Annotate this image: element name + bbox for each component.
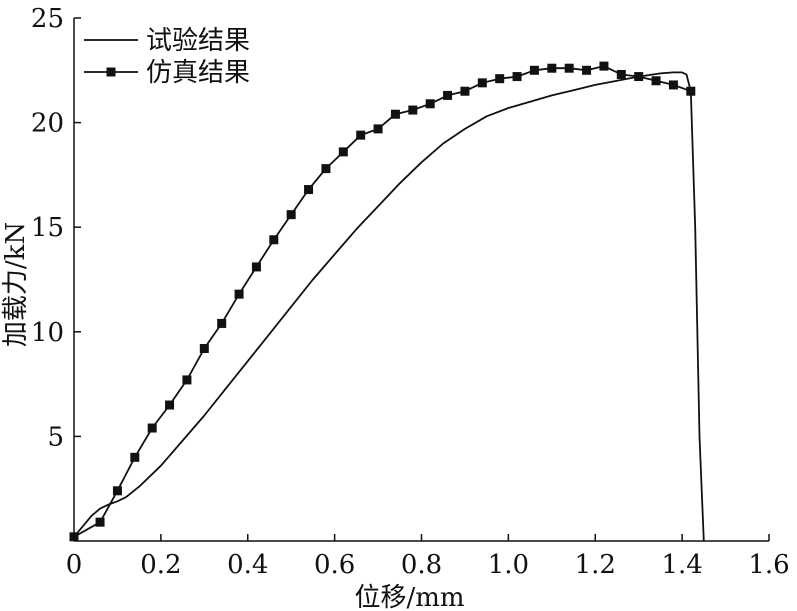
legend-marker bbox=[107, 68, 116, 77]
data-point bbox=[669, 80, 678, 89]
x-tick-label: 0.4 bbox=[227, 550, 268, 580]
data-point bbox=[339, 147, 348, 156]
x-tick-label: 0 bbox=[66, 550, 83, 580]
x-tick-label: 1.0 bbox=[488, 550, 529, 580]
legend-label: 试验结果 bbox=[146, 26, 250, 56]
data-point bbox=[96, 518, 105, 527]
series-layer bbox=[70, 62, 704, 542]
ticks: 0 0.2 0.4 0.6 0.8 1.0 1.2 1.4 1.6 5 10 15 20 25 bbox=[31, 4, 790, 580]
series-line bbox=[74, 72, 704, 541]
x-tick-label: 1.6 bbox=[748, 550, 789, 580]
axes bbox=[74, 18, 769, 541]
data-point bbox=[252, 262, 261, 271]
y-tick-label: 5 bbox=[47, 422, 64, 452]
data-point bbox=[565, 64, 574, 73]
series-2 bbox=[70, 62, 696, 542]
data-point bbox=[200, 344, 209, 353]
data-point bbox=[287, 210, 296, 219]
data-point bbox=[547, 64, 556, 73]
data-point bbox=[148, 424, 157, 433]
data-point bbox=[634, 72, 643, 81]
data-point bbox=[443, 91, 452, 100]
legend-item: 试验结果 bbox=[84, 26, 250, 56]
data-point bbox=[165, 401, 174, 410]
x-tick-label: 0.6 bbox=[314, 550, 355, 580]
legend-item: 仿真结果 bbox=[84, 58, 250, 88]
y-tick-label: 25 bbox=[31, 4, 64, 34]
chart: 0 0.2 0.4 0.6 0.8 1.0 1.2 1.4 1.6 5 10 15 20 25 试验结果仿… bbox=[0, 0, 797, 611]
data-point bbox=[269, 235, 278, 244]
data-point bbox=[652, 76, 661, 85]
x-tick-label: 0.8 bbox=[401, 550, 442, 580]
data-point bbox=[70, 532, 79, 541]
data-point bbox=[113, 486, 122, 495]
data-point bbox=[321, 164, 330, 173]
chart-canvas: 0 0.2 0.4 0.6 0.8 1.0 1.2 1.4 1.6 5 10 15 20 25 试验结果仿… bbox=[0, 0, 797, 611]
data-point bbox=[374, 124, 383, 133]
data-point bbox=[356, 131, 365, 140]
x-tick-label: 1.4 bbox=[661, 550, 702, 580]
data-point bbox=[530, 66, 539, 75]
series-line bbox=[74, 66, 691, 537]
data-point bbox=[408, 106, 417, 115]
data-point bbox=[582, 66, 591, 75]
data-point bbox=[495, 74, 504, 83]
x-tick-label: 0.2 bbox=[140, 550, 181, 580]
y-tick-label: 15 bbox=[31, 213, 64, 243]
data-point bbox=[304, 185, 313, 194]
data-point bbox=[599, 62, 608, 71]
x-axis-title: 位移/mm bbox=[354, 583, 464, 611]
data-point bbox=[460, 87, 469, 96]
series-1 bbox=[74, 72, 704, 541]
y-axis-title: 加载力/kN bbox=[1, 222, 31, 347]
data-point bbox=[235, 290, 244, 299]
x-tick-label: 1.2 bbox=[575, 550, 616, 580]
data-point bbox=[426, 99, 435, 108]
y-tick-label: 10 bbox=[31, 318, 64, 348]
y-tick-label: 20 bbox=[31, 109, 64, 139]
data-point bbox=[182, 375, 191, 384]
legend-label: 仿真结果 bbox=[146, 58, 250, 88]
data-point bbox=[217, 319, 226, 328]
data-point bbox=[513, 72, 522, 81]
data-point bbox=[617, 70, 626, 79]
data-point bbox=[686, 87, 695, 96]
data-point bbox=[391, 110, 400, 119]
data-point bbox=[478, 78, 487, 87]
data-point bbox=[130, 453, 139, 462]
